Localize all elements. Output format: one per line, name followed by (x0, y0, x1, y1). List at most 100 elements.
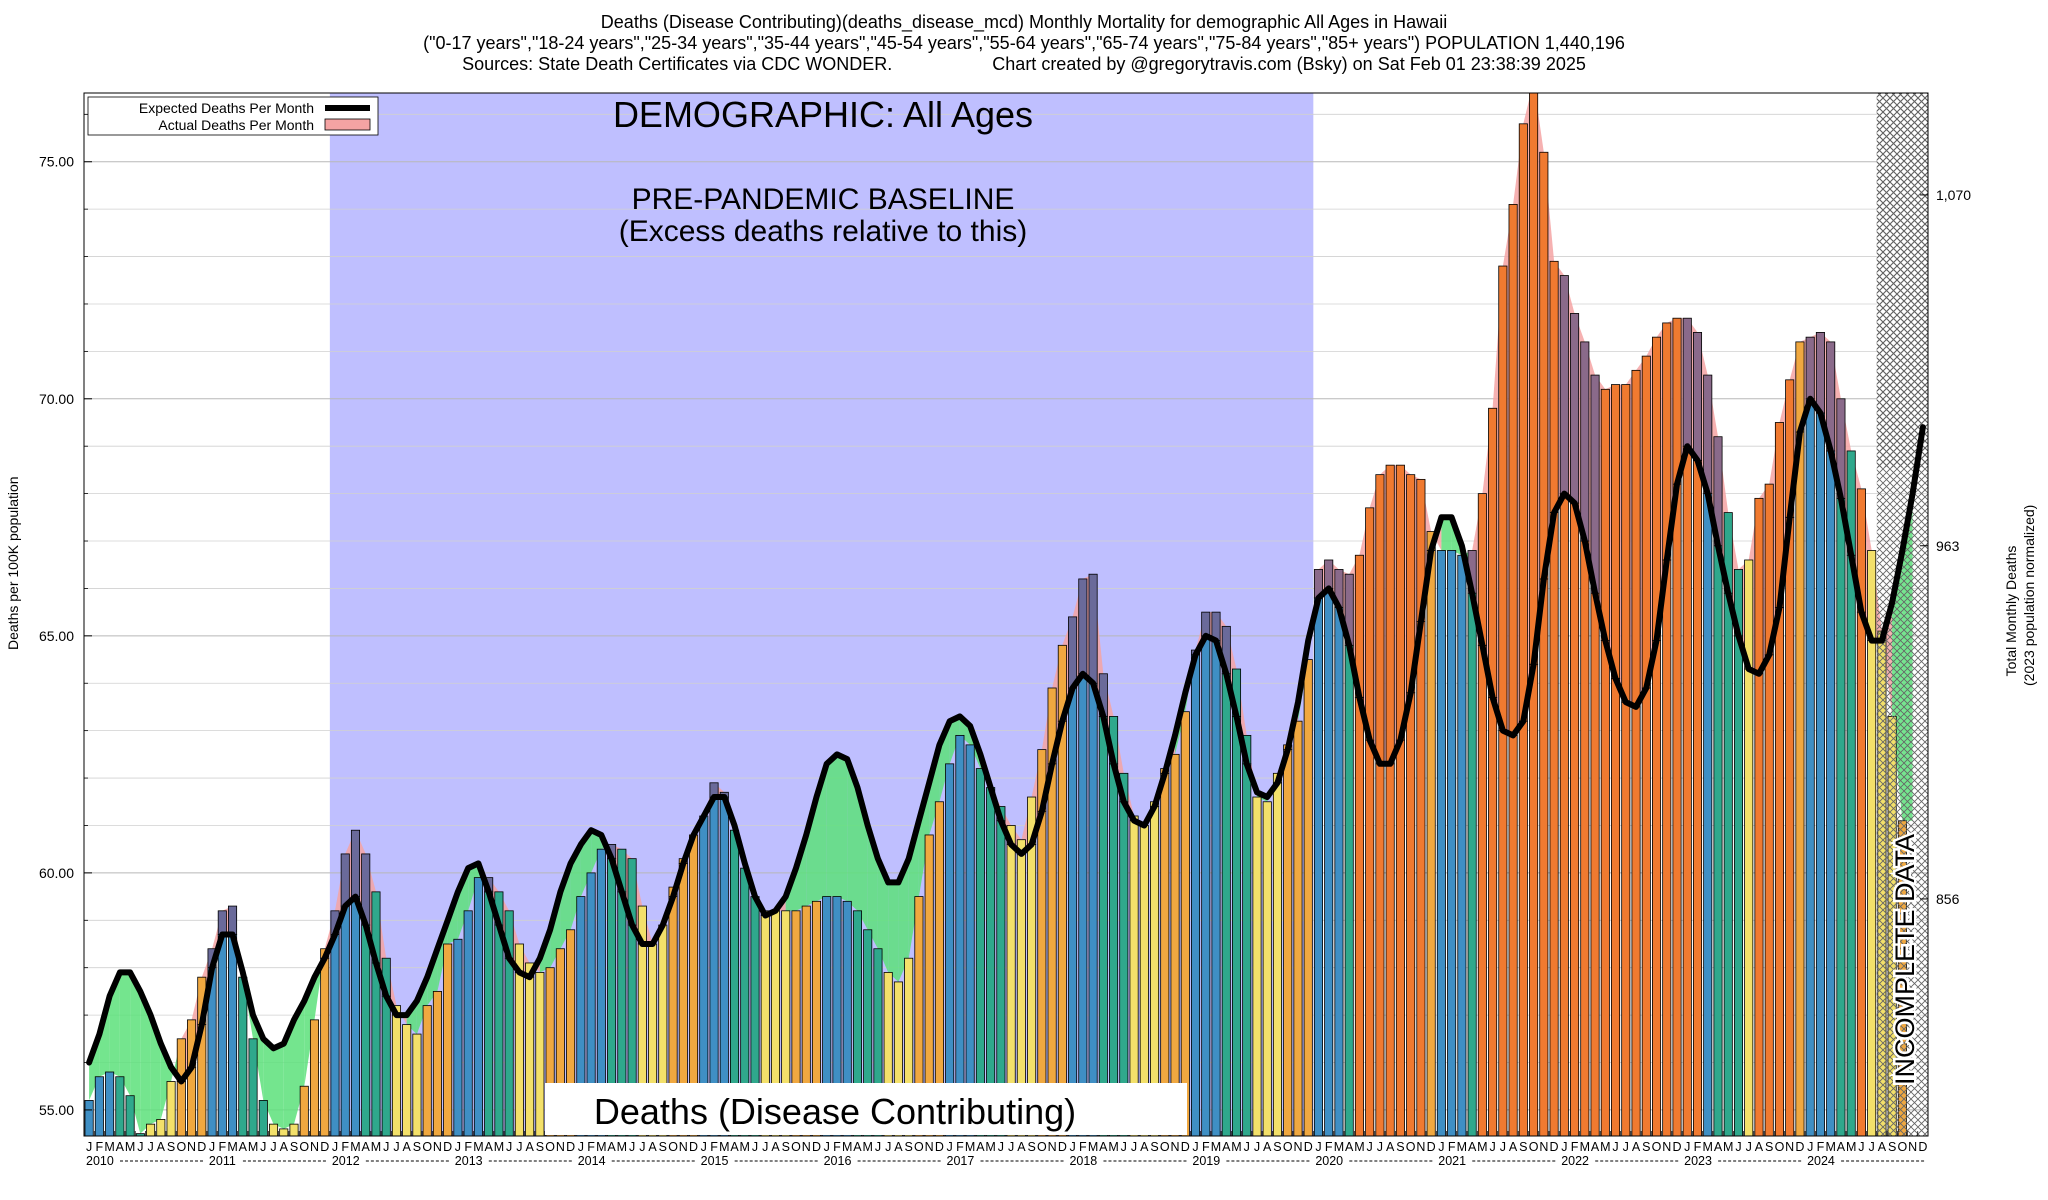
x-month-label: M (1457, 1140, 1467, 1154)
bar (1682, 445, 1692, 1136)
x-month-label: J (762, 1140, 768, 1154)
bar-excess (1324, 559, 1334, 589)
bar (1867, 640, 1877, 1136)
bar (1354, 697, 1364, 1136)
x-month-label: S (1642, 1140, 1650, 1154)
bar (432, 991, 442, 1136)
x-month-label: J (639, 1140, 645, 1154)
x-month-label: J (1612, 1140, 1618, 1154)
x-month-label: M (1600, 1140, 1610, 1154)
bar (1570, 502, 1580, 1136)
x-month-label: F (833, 1140, 841, 1154)
x-month-label: M (1580, 1140, 1590, 1154)
x-month-label: N (1908, 1140, 1917, 1154)
x-month-label: A (607, 1140, 616, 1154)
bar (883, 972, 893, 1136)
x-month-label: J (260, 1140, 266, 1154)
bar (1672, 483, 1682, 1136)
x-month-label: O (1898, 1140, 1908, 1154)
x-month-label: S (290, 1140, 298, 1154)
x-month-label: A (484, 1140, 493, 1154)
bar (248, 1038, 258, 1136)
x-month-label: D (1795, 1140, 1804, 1154)
excess-fill-segment (929, 744, 940, 835)
bar (1652, 640, 1662, 1136)
x-month-label: J (383, 1140, 389, 1154)
x-month-label: N (1662, 1140, 1671, 1154)
x-year-label: 2024 (1807, 1154, 1835, 1168)
x-month-label: D (443, 1140, 452, 1154)
bar (1764, 654, 1774, 1136)
x-month-label: O (1652, 1140, 1662, 1154)
metric-label-box (545, 1083, 1187, 1135)
bar (1252, 796, 1262, 1136)
bar (893, 981, 903, 1136)
bar (504, 957, 514, 1136)
excess-fill-segment (109, 972, 120, 1077)
excess-fill-segment (468, 863, 479, 911)
baseline-label-line2: (Excess deaths relative to this) (619, 215, 1028, 248)
x-month-label: M (1354, 1140, 1364, 1154)
bar (1262, 801, 1272, 1136)
bar (596, 848, 606, 1136)
x-month-label: A (116, 1140, 125, 1154)
x-year-label: 2016 (824, 1154, 852, 1168)
bar-excess (1600, 388, 1610, 641)
x-month-label: S (1273, 1140, 1281, 1154)
bar-excess (1815, 332, 1825, 414)
bar (1057, 720, 1067, 1136)
bar (309, 1019, 320, 1136)
bar-excess (1488, 407, 1498, 698)
bar (1242, 763, 1252, 1136)
bar (1303, 659, 1313, 1136)
x-month-label: M (1211, 1140, 1221, 1154)
bar (1754, 673, 1764, 1136)
bar (1795, 431, 1805, 1136)
bar (1201, 635, 1211, 1136)
x-month-label: D (320, 1140, 329, 1154)
x-month-label: J (1008, 1140, 1014, 1154)
y-axis-right-label: Total Monthly Deaths (2023 population no… (2002, 505, 2038, 686)
x-month-label: M (842, 1140, 852, 1154)
x-month-label: N (187, 1140, 196, 1154)
x-month-label: A (1222, 1140, 1231, 1154)
x-month-label: F (1694, 1140, 1702, 1154)
baseline-region (329, 93, 1314, 1136)
x-month-label: J (1561, 1140, 1567, 1154)
bar-excess (340, 853, 350, 907)
bar (781, 910, 791, 1136)
x-month-label: N (1293, 1140, 1302, 1154)
bar (473, 877, 483, 1136)
bar (1395, 739, 1405, 1136)
x-month-label: J (1623, 1140, 1629, 1154)
bar-excess (1375, 474, 1385, 765)
bar (1180, 711, 1190, 1136)
bar (822, 896, 832, 1136)
y-tick-label: 60.00 (39, 865, 74, 881)
bar (268, 1123, 279, 1136)
x-year-label: 2021 (1438, 1154, 1466, 1168)
x-month-label: D (1058, 1140, 1067, 1154)
bar (371, 962, 381, 1136)
excess-fill-segment (140, 991, 151, 1134)
x-month-label: M (985, 1140, 995, 1154)
y-tick-label: 70.00 (39, 391, 74, 407)
x-year-label: 2022 (1561, 1154, 1589, 1168)
x-month-label: J (393, 1140, 399, 1154)
bar-excess (1590, 374, 1600, 594)
excess-fill-segment (806, 797, 817, 907)
x-year-label: 2013 (455, 1154, 483, 1168)
bar (1662, 559, 1672, 1136)
bar (1580, 540, 1590, 1136)
x-month-label: J (1192, 1140, 1198, 1154)
bar (1365, 739, 1375, 1136)
bar (1272, 782, 1283, 1136)
bar (125, 1095, 135, 1136)
bar (463, 910, 473, 1136)
bar (1324, 588, 1334, 1136)
x-month-label: J (1315, 1140, 1321, 1154)
bar (443, 943, 453, 1136)
bar (914, 896, 924, 1136)
bar-excess (1570, 313, 1580, 504)
